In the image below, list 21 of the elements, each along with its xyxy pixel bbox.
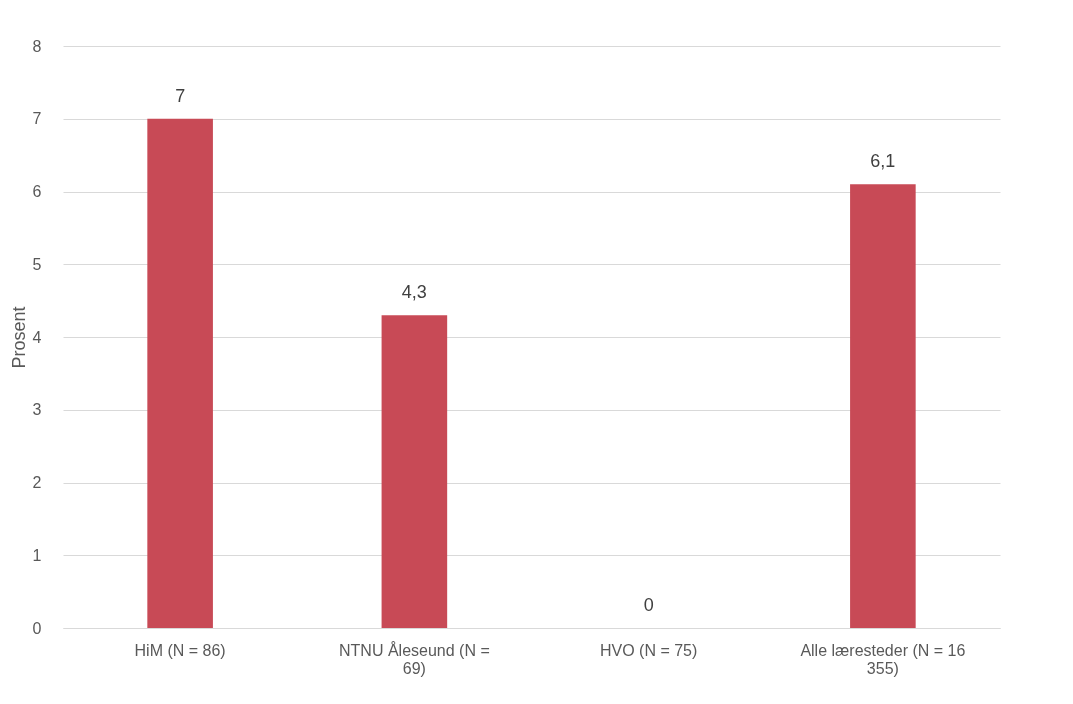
x-tick-label: Alle læresteder (N = 16 355)	[800, 641, 966, 677]
bar	[381, 315, 448, 628]
y-tick-label: 4	[32, 328, 42, 346]
y-tick-label: 6	[32, 183, 42, 200]
y-tick-label: 8	[32, 37, 42, 55]
x-tick-label: HVO (N = 75)	[599, 641, 698, 659]
bar	[147, 118, 213, 628]
y-axis-title: Prosent	[8, 306, 29, 369]
y-tick-label: 7	[32, 110, 42, 128]
y-tick-label: 0	[32, 619, 42, 637]
y-tick-label: 5	[32, 255, 42, 273]
x-tick-label: HiM (N = 86)	[134, 641, 226, 659]
data-label: 0	[643, 595, 654, 615]
data-label: 6,1	[870, 151, 896, 172]
x-tick-label: NTNU Åleseund (N = 69)	[339, 640, 490, 677]
y-tick-label: 3	[32, 401, 42, 419]
data-label: 4,3	[401, 282, 427, 303]
y-tick-label: 2	[32, 474, 42, 491]
y-tick-label: 1	[32, 546, 42, 564]
bar	[850, 184, 916, 628]
data-label: 7	[175, 85, 186, 106]
